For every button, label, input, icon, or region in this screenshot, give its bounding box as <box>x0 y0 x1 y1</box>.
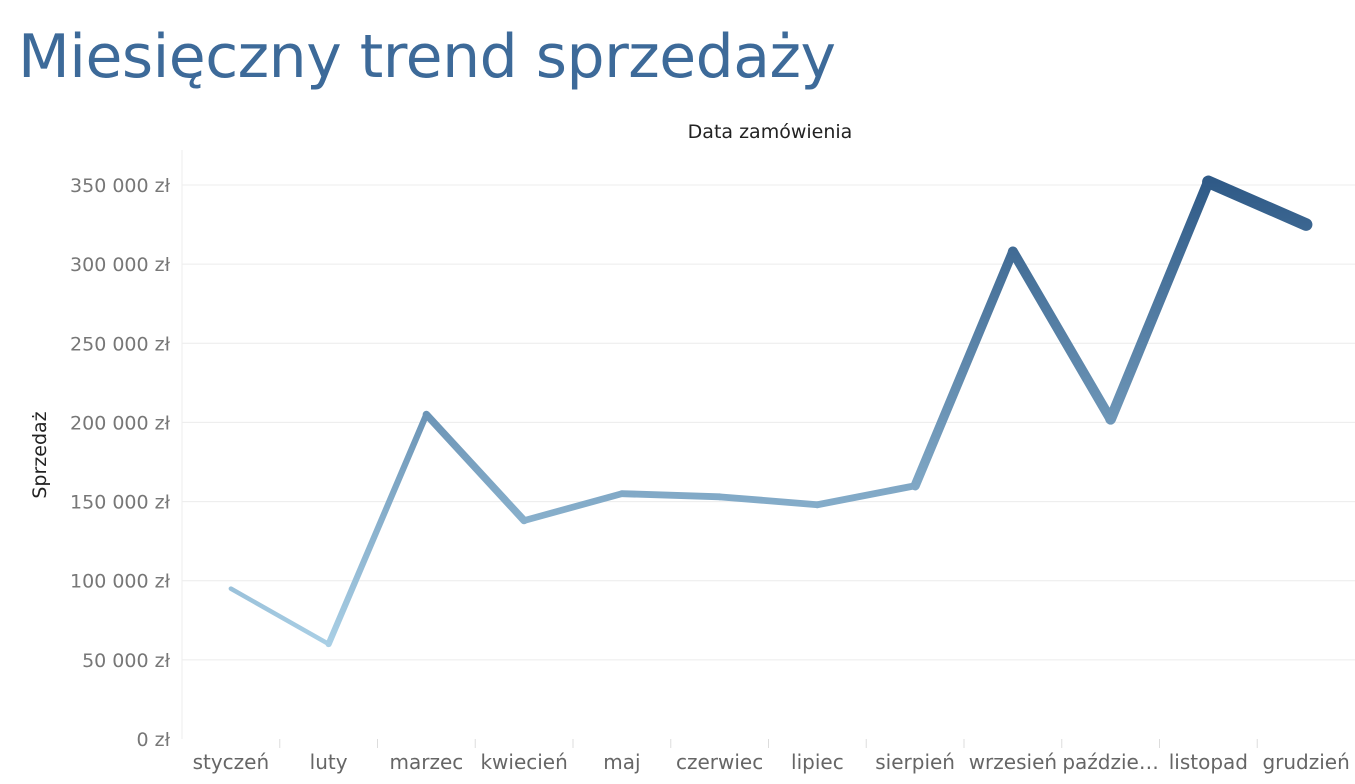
x-tick-label: czerwiec <box>676 750 763 774</box>
x-tick-label: marzec <box>389 750 463 774</box>
line-segment <box>520 490 626 524</box>
chart-title: Miesięczny trend sprzedaży <box>18 22 836 92</box>
x-tick-label: kwiecień <box>480 750 567 774</box>
x-tick-label: styczeń <box>193 750 270 774</box>
x-tick-label: listopad <box>1169 750 1248 774</box>
y-tick-label: 300 000 zł <box>70 254 171 276</box>
y-ticks: 0 zł 50 000 zł 100 000 zł 150 000 zł 200 000… <box>70 175 171 751</box>
line-segment <box>422 410 528 525</box>
line-segment <box>1007 246 1116 425</box>
line-segment <box>325 411 430 648</box>
y-tick-label: 0 zł <box>136 729 170 751</box>
x-separators <box>279 739 1258 748</box>
y-tick-label: 200 000 zł <box>70 412 171 434</box>
x-tick-label: paździe… <box>1062 750 1159 774</box>
x-tick-label: luty <box>310 750 348 774</box>
line-segment <box>1105 176 1214 425</box>
y-axis-label: Sprzedaż <box>29 411 51 498</box>
y-tick-label: 100 000 zł <box>70 571 171 593</box>
line-segment <box>813 482 919 509</box>
y-tick-label: 250 000 zł <box>70 333 171 355</box>
x-axis-label: Data zamówienia <box>688 121 853 143</box>
y-tick-label: 350 000 zł <box>70 175 171 197</box>
line-segment <box>618 490 724 501</box>
series-line <box>228 175 1313 648</box>
line-segment <box>716 493 821 509</box>
y-tick-label: 50 000 zł <box>82 650 170 672</box>
x-tick-label: maj <box>603 750 640 774</box>
x-ticks: styczeń luty marzec kwiecień maj czerwiec lipi… <box>193 750 1350 774</box>
x-tick-label: sierpień <box>875 750 955 774</box>
x-tick-label: wrzesień <box>969 750 1057 774</box>
line-segment <box>1202 175 1313 231</box>
x-tick-label: grudzień <box>1262 750 1349 774</box>
y-tick-label: 150 000 zł <box>70 492 171 514</box>
line-segment <box>228 586 331 647</box>
gridlines <box>181 150 1355 739</box>
line-segment <box>910 246 1018 491</box>
x-tick-label: lipiec <box>791 750 844 774</box>
